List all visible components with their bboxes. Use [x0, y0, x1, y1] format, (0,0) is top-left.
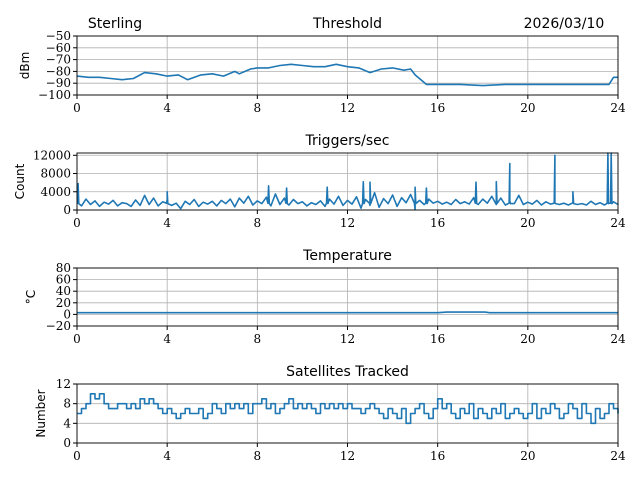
satellites-subplot: 0 4 8 12 16 20 24 0 4 8 12 Satellites Tracked Number	[34, 364, 626, 463]
temperature-series-line	[77, 311, 618, 314]
y-tick-label: 4	[63, 416, 71, 430]
y-tick-label: −100	[38, 88, 71, 102]
x-tick-label: 12	[340, 101, 355, 115]
x-tick-label: 8	[254, 216, 262, 230]
y-tick-label: −80	[46, 64, 71, 78]
x-tick-label: 0	[73, 216, 81, 230]
y-axis-label: Number	[34, 389, 48, 437]
x-tick-label: 20	[520, 332, 535, 346]
x-tick-label: 8	[254, 101, 262, 115]
x-tick-label: 0	[73, 101, 81, 115]
threshold-series-line	[76, 63, 618, 87]
x-tick-label: 20	[520, 216, 535, 230]
y-tick-label: 12	[56, 377, 71, 391]
y-axis-label: Count	[13, 163, 27, 199]
x-tick-label: 20	[520, 101, 535, 115]
x-tick-label: 24	[610, 101, 626, 115]
axes-frame	[76, 152, 619, 211]
x-tick-label: 24	[610, 332, 626, 346]
x-tick-label: 12	[340, 216, 355, 230]
x-tick-label: 16	[430, 449, 445, 463]
y-tick-label: −50	[46, 29, 71, 43]
x-tick-label: 4	[163, 101, 171, 115]
x-tick-label: 0	[73, 332, 81, 346]
y-tick-label: 0	[63, 203, 71, 217]
axes-frame	[76, 267, 619, 327]
x-tick-label: 16	[430, 216, 445, 230]
y-tick-label: 0	[63, 307, 71, 321]
y-tick-label: 20	[56, 296, 71, 310]
x-tick-label: 24	[610, 216, 626, 230]
triggers-subplot: 0 4 8 12 16 20 24 0 4000 8000 12000 Triggers/sec Cou…	[13, 133, 626, 230]
subplot-title: Threshold	[312, 16, 382, 32]
x-tick-label: 8	[254, 332, 262, 346]
y-axis-label: °C	[24, 290, 38, 304]
x-tick-label: 0	[73, 449, 81, 463]
y-tick-label: −60	[46, 41, 71, 55]
x-tick-label: 24	[610, 449, 626, 463]
x-tick-label: 20	[520, 449, 535, 463]
x-tick-label: 8	[254, 449, 262, 463]
y-tick-label: −20	[46, 319, 71, 333]
y-axis-label: dBm	[18, 52, 32, 80]
subplot-title: Satellites Tracked	[286, 364, 409, 380]
x-tick-label: 4	[163, 332, 171, 346]
y-tick-label: 0	[63, 436, 71, 450]
threshold-subplot: 0 4 8 12 16 20 24 −100−90−80−70−60−50 Threshold d…	[18, 16, 626, 115]
x-tick-label: 4	[163, 216, 171, 230]
y-tick-label: 8	[63, 397, 71, 411]
satellites-series-line	[77, 393, 619, 425]
x-tick-label: 4	[163, 449, 171, 463]
triggers-series-line	[76, 152, 619, 211]
subplot-title: Triggers/sec	[305, 133, 390, 149]
x-tick-label: 12	[340, 449, 355, 463]
station-label: Sterling	[88, 16, 142, 32]
y-tick-label: 4000	[40, 185, 71, 199]
date-label: 2026/03/10	[524, 16, 605, 32]
y-tick-label: −90	[46, 76, 71, 90]
subplot-title: Temperature	[302, 248, 392, 264]
axes-frame	[76, 35, 619, 96]
y-tick-label: 40	[56, 284, 71, 298]
x-tick-label: 16	[430, 332, 445, 346]
y-tick-label: 60	[56, 273, 71, 287]
x-tick-label: 12	[340, 332, 355, 346]
axes-frame	[76, 383, 619, 444]
y-tick-label: 12000	[33, 148, 71, 162]
y-tick-label: −70	[46, 53, 71, 67]
x-tick-label: 16	[430, 101, 445, 115]
y-tick-label: 80	[56, 261, 71, 275]
y-tick-label: 8000	[40, 167, 71, 181]
